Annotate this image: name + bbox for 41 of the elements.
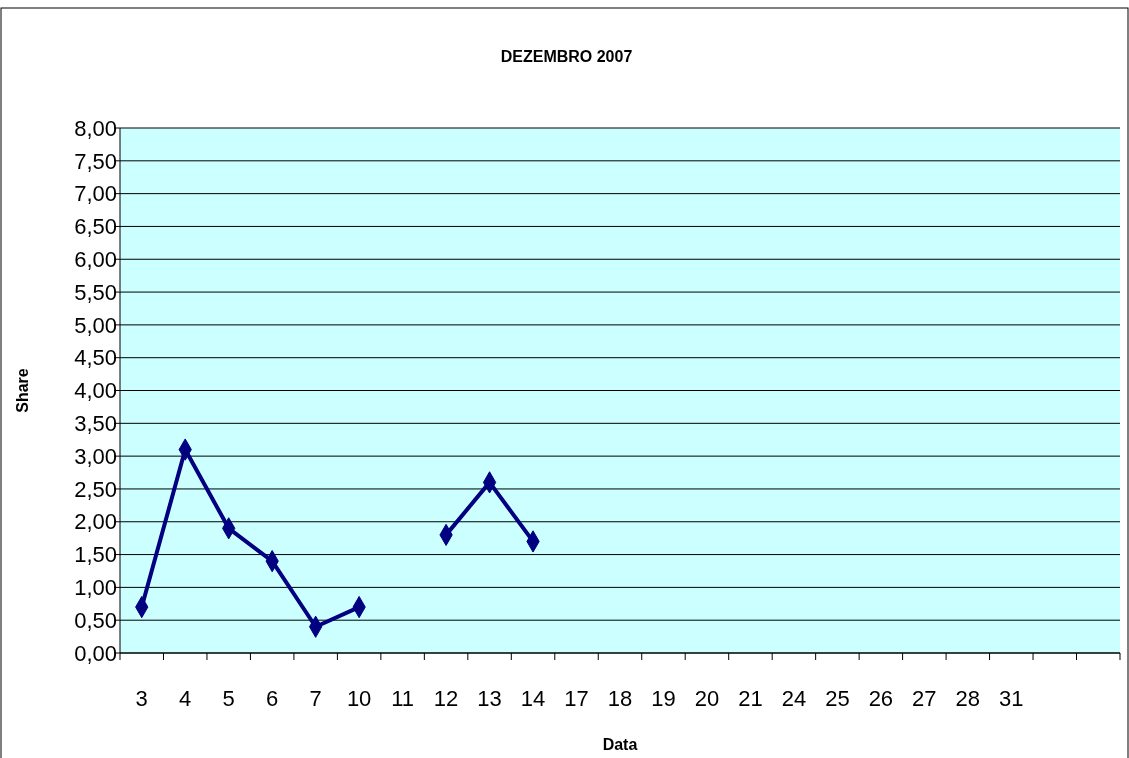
- y-tick-label: 0,50: [74, 607, 117, 633]
- y-axis-title: Share: [14, 368, 31, 413]
- x-tick-label: 12: [433, 686, 459, 711]
- x-tick-label: 24: [781, 686, 807, 711]
- y-tick-label: 4,50: [74, 345, 117, 371]
- x-tick-label: 11: [391, 686, 415, 711]
- y-tick-label: 1,00: [74, 575, 117, 601]
- y-tick-label: 2,00: [74, 509, 117, 535]
- y-tick-label: 6,00: [74, 246, 117, 272]
- x-tick-label: 6: [266, 686, 279, 711]
- x-tick-label: 25: [825, 686, 850, 711]
- x-tick-label: 5: [222, 686, 235, 711]
- y-tick-label: 6,50: [74, 214, 117, 240]
- x-tick-label: 26: [868, 686, 894, 711]
- x-tick-label: 20: [694, 686, 720, 711]
- x-tick-label: 21: [738, 686, 763, 711]
- y-tick-label: 4,00: [74, 378, 117, 404]
- x-tick-label: 3: [135, 686, 148, 711]
- y-tick-label: 3,50: [74, 411, 117, 437]
- y-tick-label: 1,50: [74, 542, 117, 568]
- x-tick-label: 13: [477, 686, 502, 711]
- y-tick-label: 5,00: [74, 312, 117, 338]
- x-tick-label: 14: [520, 686, 546, 711]
- y-tick-label: 0,00: [74, 640, 117, 666]
- x-tick-label: 17: [564, 686, 589, 711]
- x-tick-label: 31: [999, 686, 1024, 711]
- y-tick-label: 7,00: [74, 181, 117, 207]
- chart-title: DEZEMBRO 2007: [500, 48, 633, 65]
- x-tick-label: 19: [651, 686, 676, 711]
- x-axis-title: Data: [602, 736, 638, 753]
- x-tick-label: 28: [955, 686, 981, 711]
- x-tick-label: 10: [346, 686, 372, 711]
- x-tick-label: 18: [607, 686, 633, 711]
- x-tick-label: 4: [179, 686, 192, 711]
- x-tick-label: 7: [309, 686, 322, 711]
- y-tick-label: 5,50: [74, 279, 117, 305]
- y-tick-label: 2,50: [74, 476, 117, 502]
- y-tick-label: 7,50: [74, 148, 117, 174]
- y-tick-label: 3,00: [74, 443, 117, 469]
- y-tick-label: 8,00: [74, 115, 117, 141]
- x-tick-label: 27: [912, 686, 937, 711]
